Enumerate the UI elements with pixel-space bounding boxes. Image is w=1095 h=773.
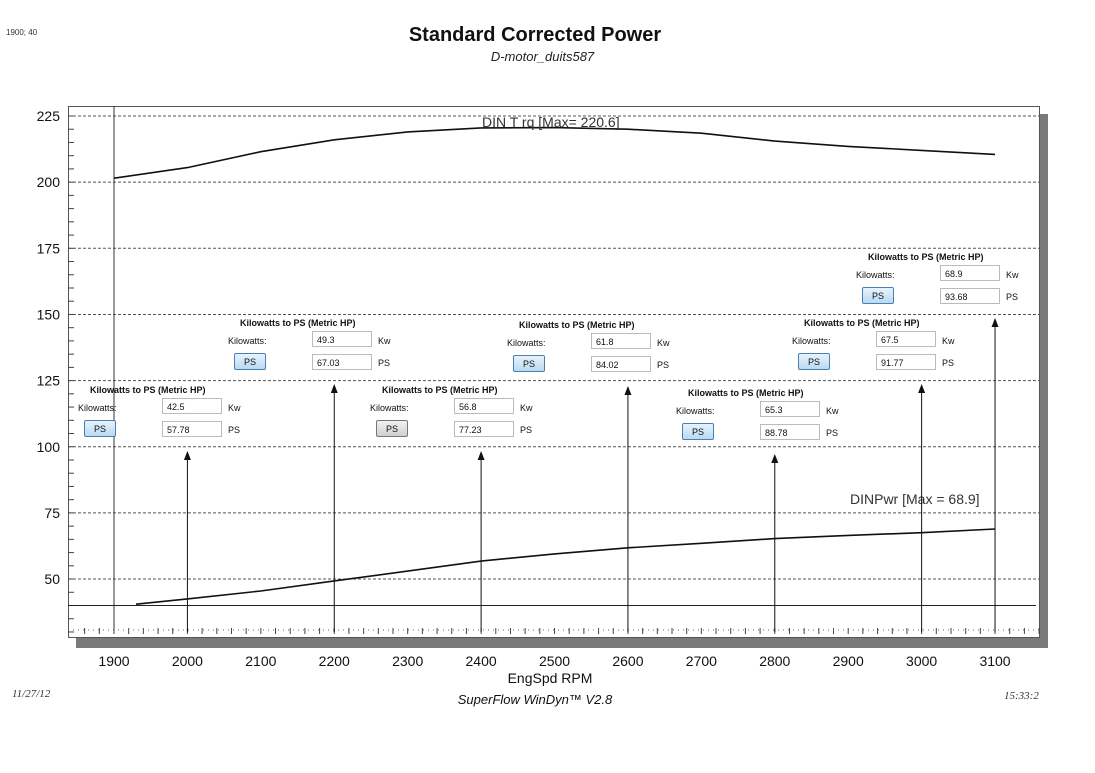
converter-arrowhead bbox=[330, 384, 338, 393]
converter-title: Kilowatts to PS (Metric HP) bbox=[868, 252, 984, 262]
converter-arrowhead bbox=[624, 386, 632, 395]
ps-field[interactable]: 57.78 bbox=[162, 421, 222, 437]
plot-area bbox=[68, 106, 1040, 638]
kw-unit: Kw bbox=[657, 338, 670, 348]
footer-time: 15:33:2 bbox=[1004, 690, 1039, 702]
kilowatts-field[interactable]: 61.8 bbox=[591, 333, 651, 349]
x-tick-label: 2900 bbox=[833, 653, 864, 669]
kilowatts-field[interactable]: 65.3 bbox=[760, 401, 820, 417]
ps-unit: PS bbox=[228, 425, 241, 435]
converter-arrowhead bbox=[477, 451, 485, 460]
kw-unit: Kw bbox=[520, 403, 533, 413]
footer-app-name: SuperFlow WinDyn™ V2.8 bbox=[457, 692, 613, 707]
converter-title: Kilowatts to PS (Metric HP) bbox=[382, 385, 498, 395]
kw-to-ps-converter: Kilowatts to PS (Metric HP) Kilowatts: 65.… bbox=[676, 388, 839, 452]
kilowatts-field[interactable]: 68.9 bbox=[940, 265, 1000, 281]
y-tick-label: 50 bbox=[44, 571, 60, 587]
x-tick-label: 2600 bbox=[612, 653, 643, 669]
converter-title: Kilowatts to PS (Metric HP) bbox=[90, 385, 206, 395]
ps-unit: PS bbox=[378, 358, 391, 368]
chart-subtitle: D-motor_duits587 bbox=[490, 49, 595, 64]
kilowatts-label: Kilowatts: bbox=[792, 336, 831, 346]
ps-field[interactable]: 91.77 bbox=[876, 354, 936, 370]
y-tick-label: 100 bbox=[37, 439, 61, 455]
power-series-label: DINPwr [Max = 68.9] bbox=[850, 491, 980, 507]
power-series-line bbox=[135, 528, 996, 605]
chart-title: Standard Corrected Power bbox=[408, 24, 662, 46]
kw-unit: Kw bbox=[942, 336, 955, 346]
cursor-readout: 1900; 40 bbox=[6, 28, 38, 37]
ps-convert-button[interactable]: PS bbox=[682, 423, 714, 440]
converter-arrowhead bbox=[918, 384, 926, 393]
ps-field[interactable]: 84.02 bbox=[591, 356, 651, 372]
kw-to-ps-converter: Kilowatts to PS (Metric HP) Kilowatts: 68.… bbox=[856, 252, 1019, 316]
footer-date: 11/27/12 bbox=[12, 688, 51, 700]
converter-title: Kilowatts to PS (Metric HP) bbox=[240, 318, 356, 328]
kw-unit: Kw bbox=[228, 403, 241, 413]
ps-convert-button[interactable]: PS bbox=[376, 420, 408, 437]
ps-unit: PS bbox=[942, 358, 955, 368]
ps-unit: PS bbox=[657, 360, 670, 370]
y-tick-label: 175 bbox=[37, 240, 61, 256]
kilowatts-label: Kilowatts: bbox=[370, 403, 409, 413]
torque-series-line bbox=[113, 126, 996, 179]
kw-to-ps-converter: Kilowatts to PS (Metric HP) Kilowatts: 61.… bbox=[507, 320, 670, 384]
ps-field[interactable]: 67.03 bbox=[312, 354, 372, 370]
kw-to-ps-converter: Kilowatts to PS (Metric HP) Kilowatts: 42.… bbox=[78, 385, 241, 449]
kw-unit: Kw bbox=[378, 336, 391, 346]
ps-convert-button[interactable]: PS bbox=[234, 353, 266, 370]
kw-to-ps-converter: Kilowatts to PS (Metric HP) Kilowatts: 49.… bbox=[228, 318, 391, 382]
kilowatts-field[interactable]: 49.3 bbox=[312, 331, 372, 347]
kw-unit: Kw bbox=[1006, 270, 1019, 280]
x-tick-label: 2500 bbox=[539, 653, 570, 669]
kilowatts-label: Kilowatts: bbox=[228, 336, 267, 346]
x-tick-label: 2200 bbox=[319, 653, 350, 669]
kilowatts-label: Kilowatts: bbox=[676, 406, 715, 416]
ps-convert-button[interactable]: PS bbox=[513, 355, 545, 372]
converter-arrowhead bbox=[183, 451, 191, 460]
ps-field[interactable]: 88.78 bbox=[760, 424, 820, 440]
ps-field[interactable]: 93.68 bbox=[940, 288, 1000, 304]
ps-convert-button[interactable]: PS bbox=[798, 353, 830, 370]
kw-to-ps-converter: Kilowatts to PS (Metric HP) Kilowatts: 67.… bbox=[792, 318, 955, 382]
x-tick-label: 2400 bbox=[466, 653, 497, 669]
x-tick-label: 2000 bbox=[172, 653, 203, 669]
ps-unit: PS bbox=[1006, 292, 1019, 302]
x-tick-label: 2100 bbox=[245, 653, 276, 669]
y-tick-label: 200 bbox=[37, 174, 61, 190]
kilowatts-field[interactable]: 67.5 bbox=[876, 331, 936, 347]
x-axis-label: EngSpd RPM bbox=[508, 670, 593, 686]
kw-to-ps-converter: Kilowatts to PS (Metric HP) Kilowatts: 56.… bbox=[370, 385, 533, 449]
y-tick-label: 75 bbox=[44, 505, 60, 521]
converter-title: Kilowatts to PS (Metric HP) bbox=[519, 320, 635, 330]
kilowatts-field[interactable]: 56.8 bbox=[454, 398, 514, 414]
y-tick-label: 225 bbox=[37, 108, 61, 124]
ps-field[interactable]: 77.23 bbox=[454, 421, 514, 437]
x-tick-label: 2700 bbox=[686, 653, 717, 669]
x-tick-label: 3000 bbox=[906, 653, 937, 669]
converter-title: Kilowatts to PS (Metric HP) bbox=[804, 318, 920, 328]
converter-arrowhead bbox=[771, 454, 779, 463]
x-tick-label: 3100 bbox=[979, 653, 1010, 669]
converter-title: Kilowatts to PS (Metric HP) bbox=[688, 388, 804, 398]
torque-series-label: DIN T rq [Max= 220.6] bbox=[482, 114, 620, 130]
kilowatts-label: Kilowatts: bbox=[78, 403, 117, 413]
y-tick-label: 125 bbox=[37, 373, 61, 389]
x-tick-label: 1900 bbox=[98, 653, 129, 669]
x-tick-label: 2300 bbox=[392, 653, 423, 669]
ps-unit: PS bbox=[520, 425, 533, 435]
kw-unit: Kw bbox=[826, 406, 839, 416]
ps-convert-button[interactable]: PS bbox=[84, 420, 116, 437]
ps-convert-button[interactable]: PS bbox=[862, 287, 894, 304]
kilowatts-label: Kilowatts: bbox=[507, 338, 546, 348]
ps-unit: PS bbox=[826, 428, 839, 438]
kilowatts-label: Kilowatts: bbox=[856, 270, 895, 280]
y-tick-label: 150 bbox=[37, 306, 61, 322]
converter-arrowhead bbox=[991, 318, 999, 327]
kilowatts-field[interactable]: 42.5 bbox=[162, 398, 222, 414]
x-tick-label: 2800 bbox=[759, 653, 790, 669]
